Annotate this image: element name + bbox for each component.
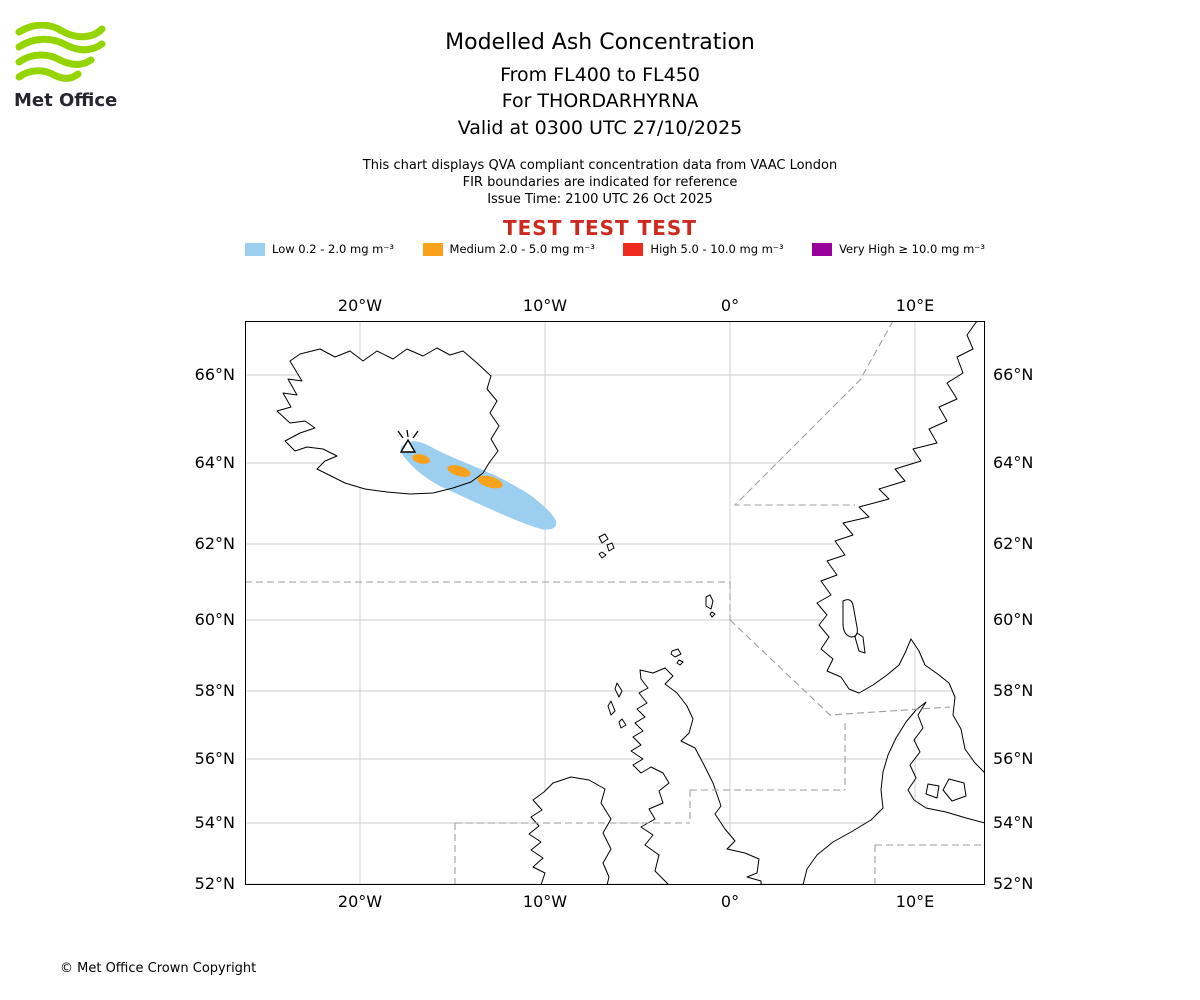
legend-swatch-low xyxy=(245,242,265,256)
met-office-logo-text: Met Office xyxy=(14,90,118,111)
legend-item-medium: Medium 2.0 - 5.0 mg m⁻³ xyxy=(422,242,595,256)
lat-label-left-62n: 62°N xyxy=(194,534,235,553)
fir-boundaries xyxy=(245,320,985,885)
legend-label-high: High 5.0 - 10.0 mg m⁻³ xyxy=(650,242,784,256)
map-border xyxy=(245,321,985,885)
lat-label-left-52n: 52°N xyxy=(194,874,235,893)
landmass-fill xyxy=(277,321,985,885)
lat-label-right-52n: 52°N xyxy=(993,874,1034,893)
legend-label-very-high: Very High ≥ 10.0 mg m⁻³ xyxy=(839,242,985,256)
lat-label-left-66n: 66°N xyxy=(194,365,235,384)
lat-label-left-60n: 60°N xyxy=(194,610,235,629)
lon-label-top-10w: 10°W xyxy=(522,296,568,315)
flight-level-subtitle: From FL400 to FL450 xyxy=(500,64,700,86)
legend-item-low: Low 0.2 - 2.0 mg m⁻³ xyxy=(245,242,394,256)
lon-label-bottom-20w: 20°W xyxy=(337,892,383,911)
volcano-marker xyxy=(397,429,419,453)
map xyxy=(245,320,986,886)
issue-time-note: Issue Time: 2100 UTC 26 Oct 2025 xyxy=(487,192,713,207)
lon-label-bottom-10w: 10°W xyxy=(522,892,568,911)
lat-label-left-58n: 58°N xyxy=(194,681,235,700)
ash-plume-low xyxy=(400,441,557,530)
valid-time-subtitle: Valid at 0300 UTC 27/10/2025 xyxy=(457,117,743,139)
lon-label-top-20w: 20°W xyxy=(337,296,383,315)
legend-swatch-very-high xyxy=(812,242,833,256)
lat-label-right-60n: 60°N xyxy=(993,610,1034,629)
legend-label-low: Low 0.2 - 2.0 mg m⁻³ xyxy=(272,242,395,256)
lat-label-left-54n: 54°N xyxy=(194,813,235,832)
qva-note: This chart displays QVA compliant concen… xyxy=(362,158,838,173)
legend: Low 0.2 - 2.0 mg m⁻³ Medium 2.0 - 5.0 mg… xyxy=(245,242,985,256)
met-office-logo: Met Office xyxy=(14,21,124,111)
legend-label-medium: Medium 2.0 - 5.0 mg m⁻³ xyxy=(449,242,595,256)
lon-label-bottom-10e: 10°E xyxy=(895,892,935,911)
lat-label-right-56n: 56°N xyxy=(993,749,1034,768)
lat-label-right-62n: 62°N xyxy=(993,534,1034,553)
legend-swatch-medium xyxy=(422,242,443,256)
met-office-logo-waves xyxy=(15,21,106,82)
legend-item-high: High 5.0 - 10.0 mg m⁻³ xyxy=(623,242,784,256)
lat-label-left-64n: 64°N xyxy=(194,453,235,472)
lat-label-right-64n: 64°N xyxy=(993,453,1034,472)
volcano-subtitle: For THORDARHYRNA xyxy=(501,90,699,112)
test-banner: TEST TEST TEST xyxy=(503,216,697,240)
lon-label-top-0: 0° xyxy=(720,296,740,315)
legend-swatch-high xyxy=(623,242,644,256)
lon-label-top-10e: 10°E xyxy=(895,296,935,315)
lat-label-right-58n: 58°N xyxy=(993,681,1034,700)
lat-label-left-56n: 56°N xyxy=(194,749,235,768)
map-canvas xyxy=(245,320,986,886)
fir-note: FIR boundaries are indicated for referen… xyxy=(462,175,738,190)
page-title: Modelled Ash Concentration xyxy=(445,30,755,55)
copyright-text: © Met Office Crown Copyright xyxy=(60,961,257,976)
ash-plume-medium xyxy=(412,454,503,489)
lon-label-bottom-0: 0° xyxy=(720,892,740,911)
lat-label-right-54n: 54°N xyxy=(993,813,1034,832)
legend-item-very-high: Very High ≥ 10.0 mg m⁻³ xyxy=(812,242,985,256)
lat-label-right-66n: 66°N xyxy=(993,365,1034,384)
